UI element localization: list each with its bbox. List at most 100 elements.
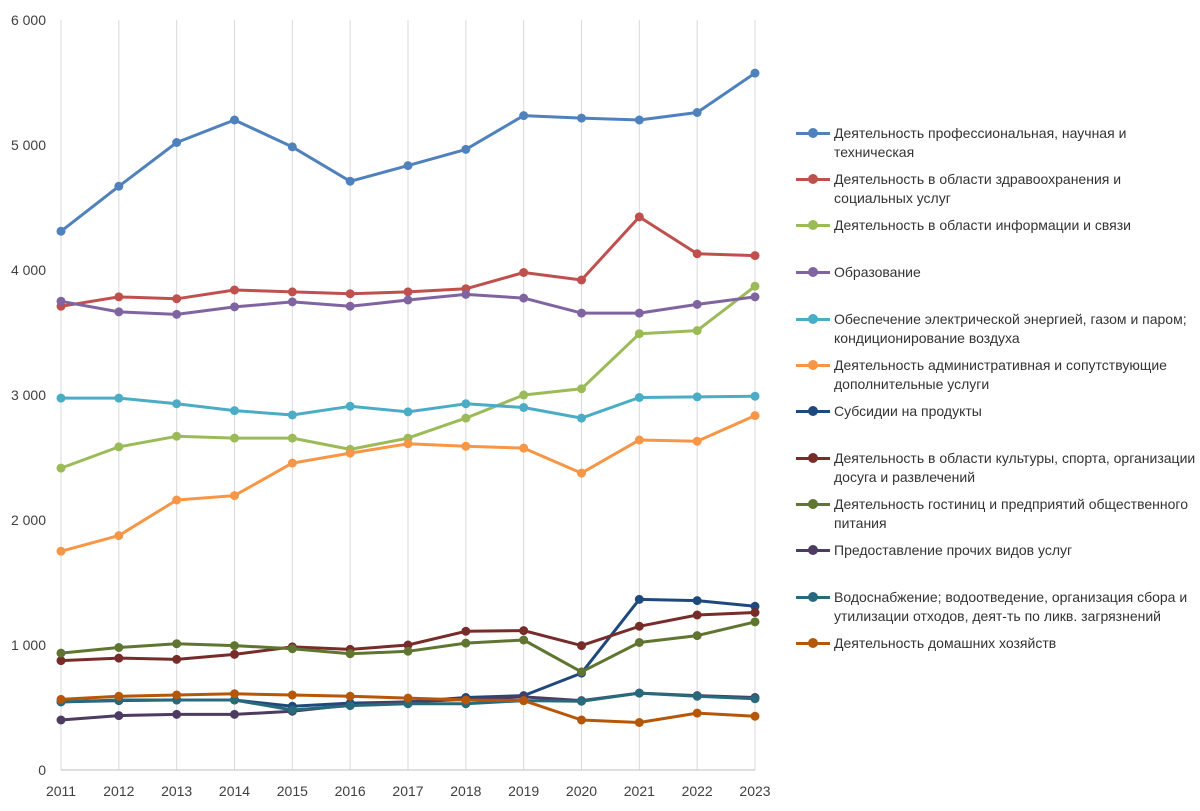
x-tick-label: 2020: [566, 783, 597, 799]
legend-label: Предоставление прочих видов услуг: [834, 542, 1073, 558]
legend-label: Субсидии на продукты: [834, 403, 982, 419]
data-point: [461, 144, 471, 154]
y-tick-label: 5 000: [11, 137, 46, 153]
legend-item: Деятельность домашних хозяйств: [796, 634, 1196, 653]
data-point: [345, 649, 355, 659]
data-point: [692, 392, 702, 402]
data-point: [634, 718, 644, 727]
data-point: [230, 641, 239, 651]
legend-label: Деятельность в области информации и связ…: [834, 217, 1131, 233]
data-point: [461, 441, 471, 451]
y-tick-label: 0: [38, 762, 46, 778]
legend-item: Субсидии на продукты: [796, 402, 1196, 421]
data-point: [114, 292, 124, 302]
data-point: [750, 601, 760, 611]
chart-legend: Деятельность профессиональная, научная и…: [796, 124, 1196, 653]
data-point: [750, 251, 760, 261]
data-point: [461, 695, 471, 705]
data-point: [172, 294, 182, 304]
data-point: [172, 431, 182, 441]
data-point: [114, 653, 124, 663]
x-tick-label: 2016: [335, 783, 366, 799]
legend-item: Деятельность в области информации и связ…: [796, 216, 1196, 235]
y-tick-label: 1 000: [11, 637, 46, 653]
data-point: [172, 495, 182, 505]
series-4: [56, 289, 760, 319]
data-point: [56, 393, 66, 403]
data-point: [519, 626, 529, 636]
data-point: [519, 390, 529, 400]
data-point: [230, 491, 239, 501]
legend-item: Деятельность административная и сопутств…: [796, 356, 1196, 394]
data-point: [114, 393, 124, 403]
data-point: [287, 458, 297, 468]
data-point: [461, 626, 471, 636]
data-point: [577, 641, 586, 651]
data-point: [403, 407, 413, 417]
data-point: [634, 393, 644, 402]
x-tick-label: 2018: [450, 783, 481, 799]
data-point: [634, 638, 644, 647]
legend-item: Предоставление прочих видов услуг: [796, 541, 1196, 560]
data-point: [461, 638, 471, 648]
data-point: [577, 308, 586, 318]
data-point: [287, 433, 297, 443]
data-point: [230, 695, 239, 705]
data-point: [692, 299, 702, 309]
data-point: [750, 391, 760, 401]
data-point: [114, 711, 124, 721]
legend-item: Образование: [796, 263, 1196, 282]
data-point: [692, 631, 702, 641]
data-point: [461, 413, 471, 423]
data-point: [750, 68, 760, 78]
series-9: [56, 617, 760, 677]
data-point: [345, 448, 355, 458]
legend-label: Водоснабжение; водоотведение, организаци…: [834, 589, 1188, 624]
legend-item: Деятельность в области здравоохранения и…: [796, 170, 1196, 208]
x-tick-label: 2019: [508, 783, 539, 799]
data-point: [172, 690, 182, 700]
data-point: [172, 654, 182, 664]
x-tick-label: 2015: [277, 783, 308, 799]
data-point: [461, 289, 471, 299]
data-point: [56, 296, 66, 306]
data-point: [634, 212, 644, 222]
data-point: [114, 643, 124, 652]
data-point: [692, 249, 702, 259]
data-point: [519, 635, 529, 645]
data-point: [230, 433, 239, 443]
data-point: [750, 292, 760, 302]
data-point: [172, 138, 182, 147]
data-point: [230, 689, 239, 699]
data-point: [287, 297, 297, 307]
data-point: [750, 694, 760, 704]
data-point: [692, 436, 702, 446]
data-point: [56, 715, 66, 725]
data-point: [56, 226, 66, 236]
data-point: [577, 113, 586, 123]
series-5: [56, 391, 760, 423]
data-point: [172, 399, 182, 409]
legend-label: Деятельность профессиональная, научная и…: [834, 125, 1127, 160]
y-tick-label: 2 000: [11, 512, 46, 528]
data-point: [230, 709, 239, 719]
data-point: [56, 463, 66, 473]
x-tick-label: 2014: [219, 783, 250, 799]
x-tick-label: 2022: [682, 783, 713, 799]
legend-label: Деятельность в области культуры, спорта,…: [834, 450, 1196, 485]
data-point: [403, 161, 413, 171]
x-tick-label: 2017: [392, 783, 423, 799]
y-tick-label: 4 000: [11, 262, 46, 278]
data-point: [345, 691, 355, 701]
data-point: [519, 403, 529, 412]
legend-item: Водоснабжение; водоотведение, организаци…: [796, 588, 1196, 626]
data-point: [345, 401, 355, 411]
data-point: [519, 111, 529, 121]
data-point: [403, 287, 413, 297]
data-point: [56, 648, 66, 658]
series-6: [56, 411, 760, 556]
data-point: [519, 268, 529, 277]
legend-item: Обеспечение электрической энергией, газо…: [796, 310, 1196, 348]
data-point: [114, 691, 124, 701]
